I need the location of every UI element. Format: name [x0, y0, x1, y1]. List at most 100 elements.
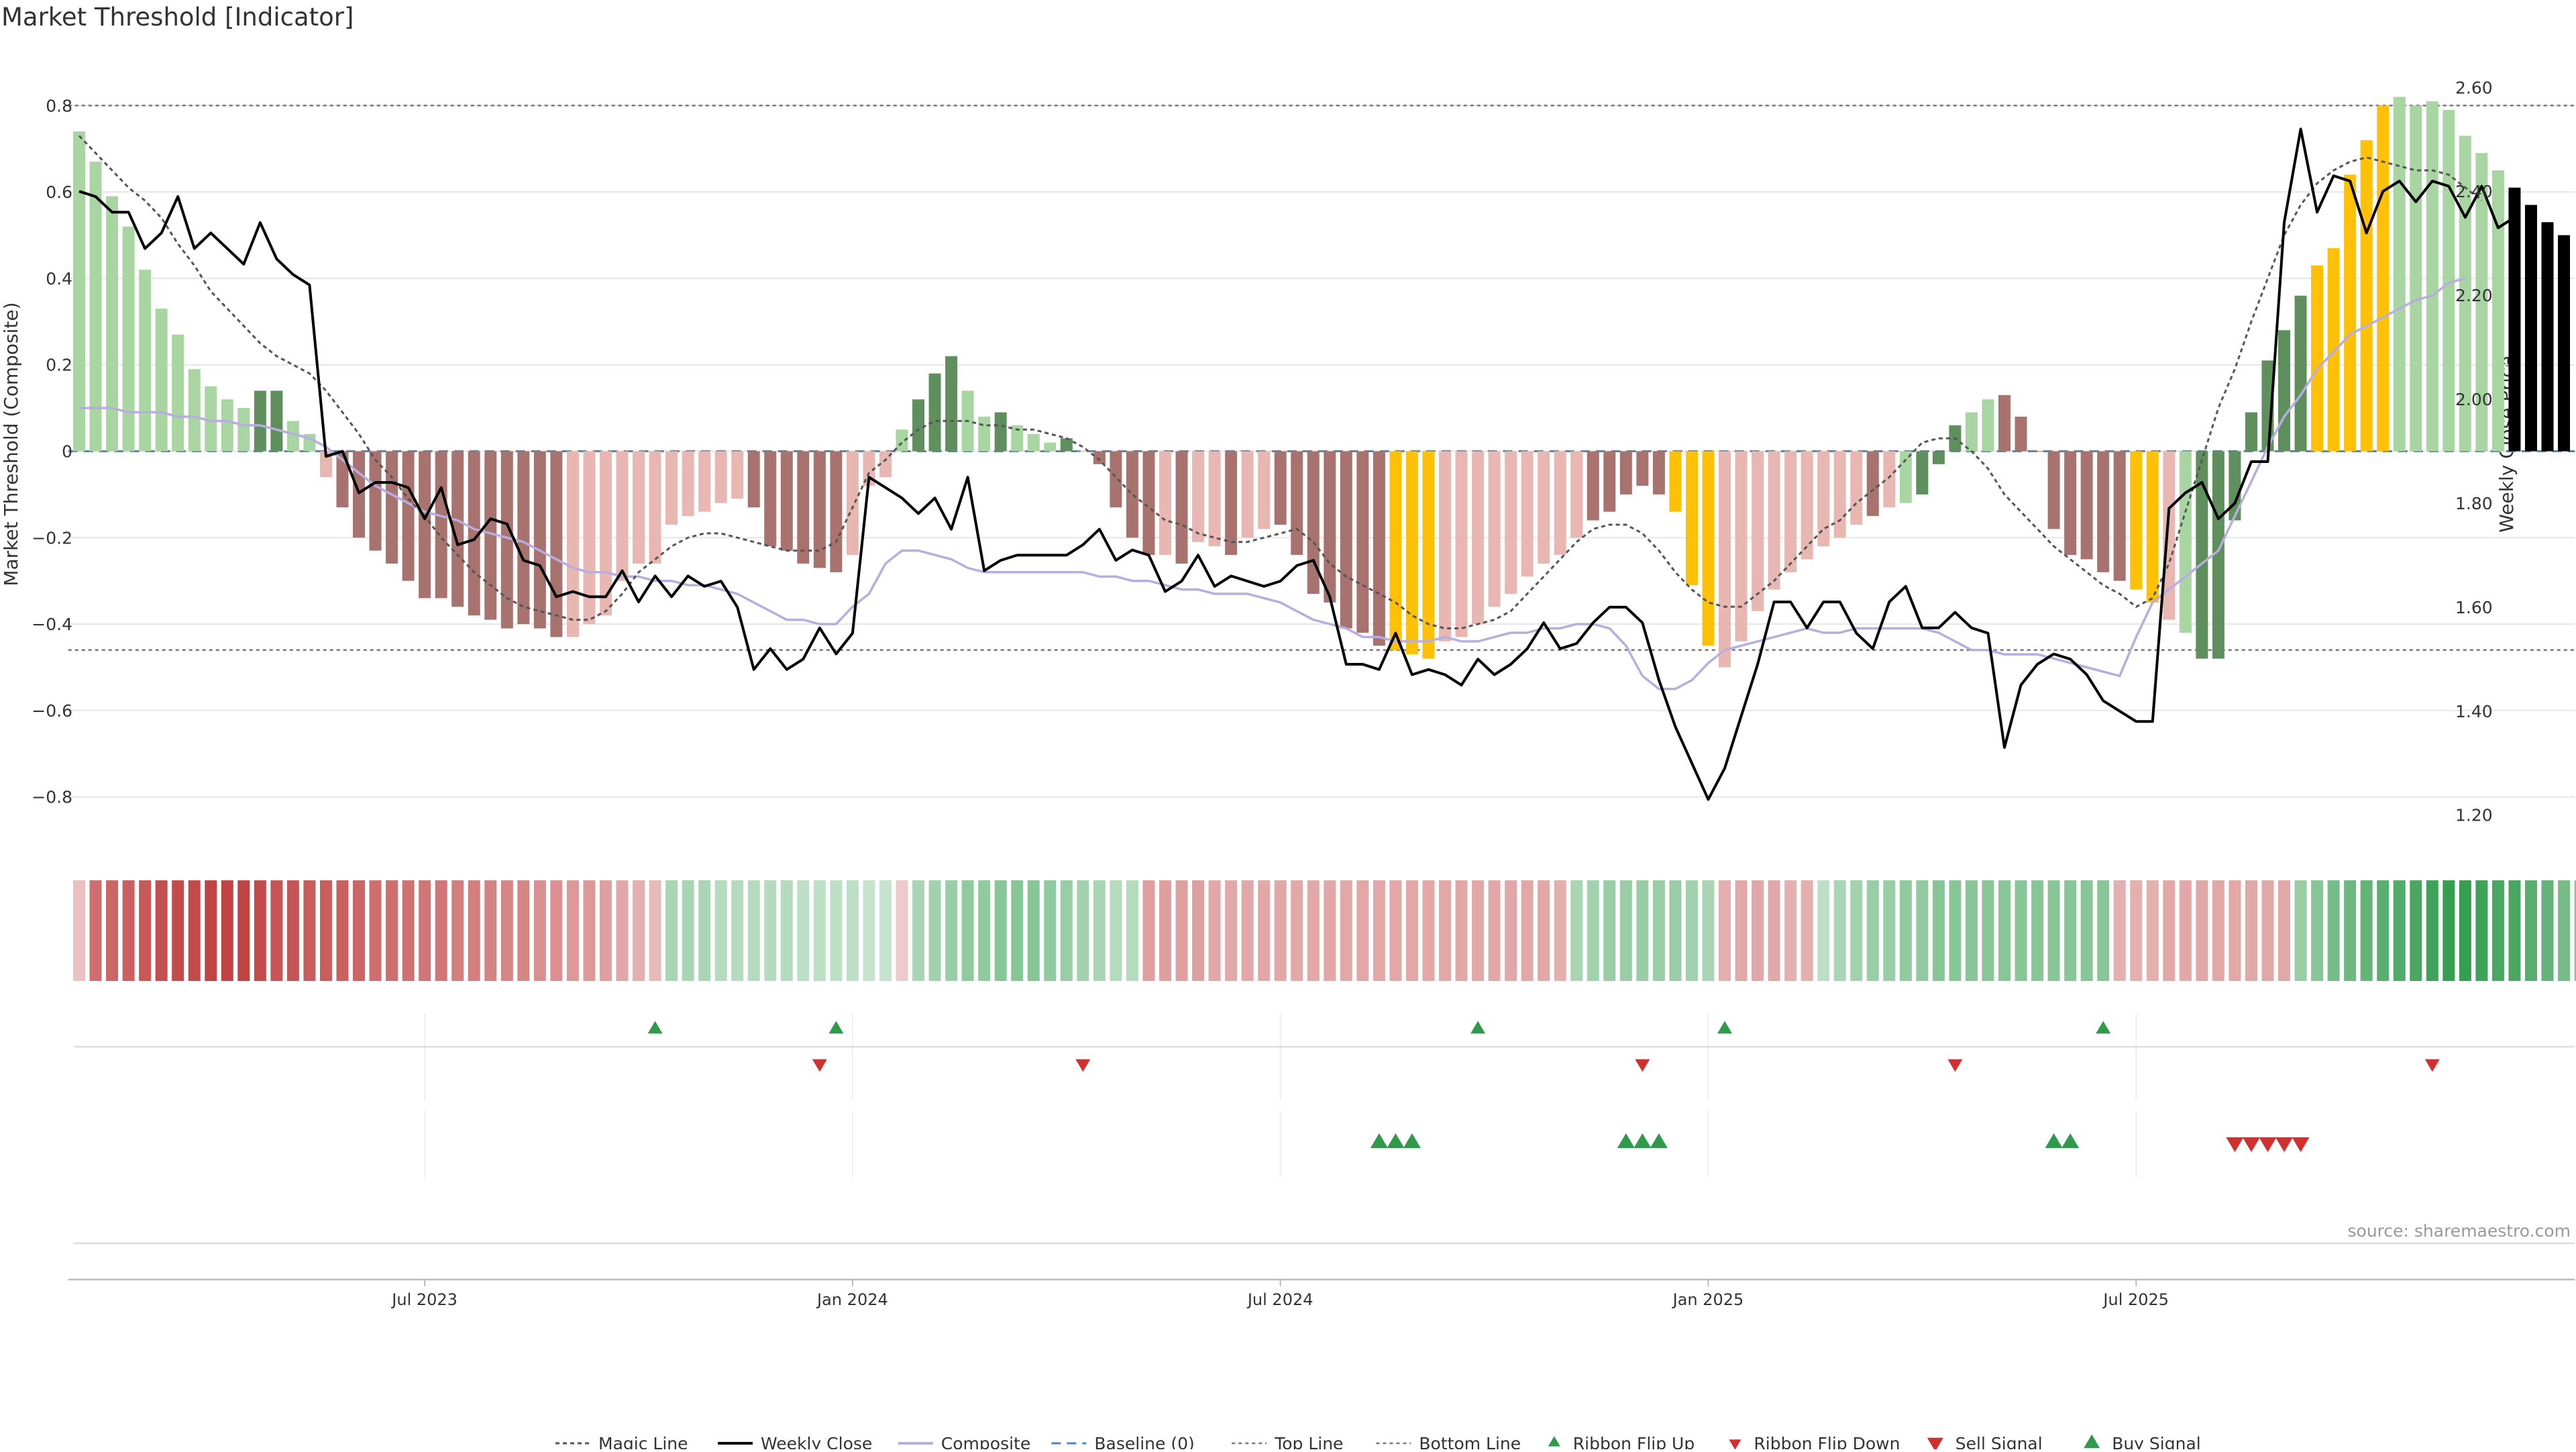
composite-bar: [813, 451, 826, 568]
ribbon-cell: [1570, 880, 1583, 981]
ribbon-cell: [1159, 880, 1171, 981]
ribbon-cell: [1093, 880, 1106, 981]
composite-bar: [2179, 451, 2192, 633]
y-axis-label: Market Threshold (Composite): [0, 302, 22, 586]
composite-bar: [1389, 451, 1402, 650]
composite-bar: [879, 451, 892, 478]
composite-bar: [89, 162, 102, 452]
ribbon-cell: [1801, 880, 1813, 981]
y2-tick-label: 2.20: [2455, 286, 2493, 305]
ribbon-cell: [73, 880, 85, 981]
composite-bar: [2393, 97, 2406, 452]
ribbon-cell: [2475, 880, 2488, 981]
sell-signal-marker: [2275, 1137, 2294, 1153]
legend-label: Ribbon Flip Down: [1754, 1434, 1900, 1449]
composite-bar: [2245, 412, 2257, 452]
ribbon-flip-panel: [73, 1013, 2575, 1100]
ribbon-cell: [813, 880, 826, 981]
composite-bar: [583, 451, 596, 625]
composite-bar: [254, 391, 266, 452]
ribbon-cell: [2360, 880, 2373, 981]
ribbon-cell: [1833, 880, 1846, 981]
ribbon-cell: [2064, 880, 2077, 981]
composite-bar: [1685, 451, 1698, 586]
buy-signal-marker: [2045, 1133, 2063, 1149]
ribbon-cell: [1883, 880, 1896, 981]
legend-label: Bottom Line: [1419, 1434, 1521, 1449]
composite-bar: [566, 451, 579, 637]
ribbon-cell: [2261, 880, 2274, 981]
composite-bar: [1521, 451, 1534, 577]
ribbon-cell: [89, 880, 102, 981]
composite-bar: [1405, 451, 1418, 655]
ribbon-cell: [1965, 880, 1978, 981]
composite-bar: [451, 451, 464, 607]
ribbon-cell: [1373, 880, 1385, 981]
composite-bar: [2229, 451, 2241, 521]
buy-signal-marker: [1617, 1133, 1635, 1149]
ribbon-cell: [896, 880, 908, 981]
composite-bar: [1998, 395, 2011, 452]
composite-bar: [1241, 451, 1254, 538]
composite-bar: [714, 451, 727, 503]
x-axis: Jul 2023 Jan 2024 Jul 2024 Jan 2025 Jul 2025: [68, 1278, 2575, 1309]
composite-bar: [1735, 451, 1748, 641]
sell-signal-marker: [2226, 1137, 2244, 1153]
ribbon-cell: [1719, 880, 1731, 981]
ribbon-cell: [1817, 880, 1830, 981]
composite-bar: [533, 451, 546, 629]
ribbon-cell: [649, 880, 661, 981]
ribbon-cell: [1438, 880, 1451, 981]
ribbon-cell: [665, 880, 678, 981]
ribbon-flip-down-marker: [1075, 1059, 1091, 1072]
ribbon-cell: [2097, 880, 2110, 981]
composite-bar: [1472, 451, 1485, 625]
composite-bar: [2015, 416, 2027, 452]
ribbon-cell: [139, 880, 152, 981]
composite-bar: [237, 408, 250, 452]
sell-signal-marker: [2292, 1137, 2310, 1153]
ribbon-cell: [1126, 880, 1138, 981]
ribbon-cell: [2443, 880, 2455, 981]
composite-bar: [122, 226, 135, 452]
ribbon-cell: [1405, 880, 1418, 981]
composite-bar: [2558, 235, 2571, 452]
buy-signal-marker: [1403, 1133, 1421, 1149]
legend-label: Buy Signal: [2112, 1434, 2201, 1449]
composite-bar: [1669, 451, 1682, 512]
ribbon-cell: [633, 880, 645, 981]
composite-bar: [633, 451, 645, 564]
ribbon-cell: [1603, 880, 1616, 981]
legend-label: Weekly Close: [761, 1434, 872, 1449]
ribbon-cell: [994, 880, 1007, 981]
composite-bar: [2377, 105, 2390, 452]
composite-bar: [155, 308, 168, 452]
composite-bar: [1175, 451, 1188, 564]
composite-bar: [286, 421, 299, 452]
composite-bar: [319, 451, 332, 478]
chart-title: Market Threshold [Indicator]: [1, 3, 354, 32]
composite-bar: [1324, 451, 1336, 603]
composite-bar: [1455, 451, 1468, 637]
composite-bar: [517, 451, 530, 625]
ribbon-cell: [682, 880, 694, 981]
composite-bar: [1159, 451, 1171, 556]
composite-bar: [1126, 451, 1138, 538]
composite-bar: [1916, 451, 1929, 495]
composite-bar: [1719, 451, 1731, 668]
legend-swatch-sell-signal: [1927, 1437, 1943, 1452]
ribbon-cell: [764, 880, 777, 981]
composite-bar: [1011, 425, 1024, 452]
ribbon-cell: [1505, 880, 1517, 981]
ribbon-cell: [1274, 880, 1287, 981]
composite-bar: [1850, 451, 1863, 525]
composite-bar: [1768, 451, 1780, 590]
ribbon-cell: [1324, 880, 1336, 981]
ribbon-cell: [698, 880, 711, 981]
composite-bar: [386, 451, 398, 564]
ribbon-cell: [303, 880, 316, 981]
ribbon-cell: [1307, 880, 1320, 981]
ribbon-cell: [2327, 880, 2340, 981]
composite-bar: [2475, 153, 2488, 452]
ribbon-cell: [1998, 880, 2011, 981]
